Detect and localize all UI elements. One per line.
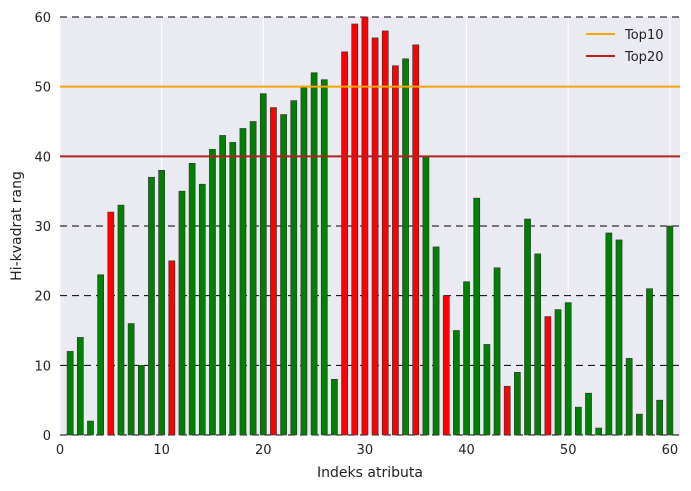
bar-6 bbox=[117, 204, 125, 436]
bar-36 bbox=[422, 156, 430, 436]
bar-55 bbox=[615, 239, 623, 436]
y-tick-label: 60 bbox=[34, 11, 51, 26]
bar-42 bbox=[483, 344, 491, 436]
bar-39 bbox=[453, 330, 460, 436]
bar-4 bbox=[97, 274, 105, 436]
bar-44 bbox=[503, 385, 511, 436]
reference-lines bbox=[60, 85, 680, 158]
y-tick-label: 50 bbox=[34, 81, 51, 96]
y-tick-label: 10 bbox=[34, 359, 51, 374]
bar-3 bbox=[87, 420, 94, 436]
bar-56 bbox=[625, 358, 633, 436]
legend: Top10 Top20 bbox=[586, 28, 663, 65]
bar-47 bbox=[534, 253, 542, 436]
bar-27 bbox=[331, 378, 338, 436]
bar-19 bbox=[249, 121, 257, 436]
bar-11 bbox=[168, 260, 176, 436]
bar-15 bbox=[209, 149, 216, 436]
bar-57 bbox=[635, 413, 643, 436]
bar-21 bbox=[270, 107, 277, 436]
bar-13 bbox=[188, 163, 196, 436]
bar-1 bbox=[66, 351, 74, 436]
bar-10 bbox=[158, 169, 165, 436]
y-tick-label: 0 bbox=[43, 429, 51, 444]
x-tick-labels: 0 10 20 30 40 50 60 bbox=[56, 443, 678, 458]
bar-51 bbox=[575, 406, 582, 436]
legend-label-top20: Top20 bbox=[624, 50, 663, 65]
bar-38 bbox=[442, 295, 450, 436]
bars bbox=[66, 16, 674, 436]
y-tick-label: 40 bbox=[34, 150, 51, 165]
bar-40 bbox=[463, 281, 470, 436]
bar-50 bbox=[564, 302, 572, 436]
bar-37 bbox=[432, 246, 440, 436]
bar-41 bbox=[473, 197, 481, 436]
bar-29 bbox=[351, 23, 359, 436]
bar-31 bbox=[371, 37, 379, 436]
x-tick-label: 50 bbox=[560, 443, 577, 458]
y-tick-label: 20 bbox=[34, 290, 51, 305]
bar-32 bbox=[381, 30, 389, 436]
bar-2 bbox=[76, 337, 84, 436]
bar-34 bbox=[402, 58, 409, 436]
bar-24 bbox=[300, 86, 308, 436]
bar-59 bbox=[656, 399, 664, 436]
bar-23 bbox=[290, 100, 298, 436]
bar-48 bbox=[544, 316, 552, 436]
x-tick-label: 30 bbox=[357, 443, 374, 458]
bar-25 bbox=[310, 72, 318, 436]
bar-52 bbox=[585, 392, 592, 436]
bar-5 bbox=[107, 211, 115, 436]
bar-60 bbox=[666, 225, 674, 436]
bar-26 bbox=[320, 79, 328, 436]
bar-49 bbox=[554, 309, 562, 436]
bar-30 bbox=[361, 16, 369, 436]
bar-12 bbox=[178, 190, 186, 436]
bar-20 bbox=[259, 93, 267, 436]
bar-46 bbox=[524, 218, 531, 436]
legend-label-top10: Top10 bbox=[624, 28, 663, 43]
x-tick-label: 60 bbox=[662, 443, 679, 458]
x-tick-label: 20 bbox=[255, 443, 272, 458]
x-tick-label: 10 bbox=[153, 443, 170, 458]
bar-58 bbox=[646, 288, 653, 436]
y-tick-labels: 0 10 20 30 40 50 60 bbox=[34, 11, 51, 444]
y-axis-label: Hi-kvadrat rang bbox=[9, 171, 25, 281]
bar-28 bbox=[341, 51, 348, 436]
bar-45 bbox=[514, 371, 521, 436]
bar-33 bbox=[392, 65, 399, 436]
bar-17 bbox=[229, 142, 237, 436]
bar-22 bbox=[280, 114, 287, 436]
bar-43 bbox=[493, 267, 501, 436]
bar-9 bbox=[148, 176, 155, 436]
x-tick-label: 40 bbox=[458, 443, 475, 458]
x-tick-label: 0 bbox=[56, 443, 64, 458]
bar-8 bbox=[137, 365, 145, 436]
y-tick-label: 30 bbox=[34, 220, 51, 235]
bar-53 bbox=[595, 427, 603, 436]
bar-7 bbox=[127, 323, 135, 436]
bar-16 bbox=[219, 135, 226, 436]
x-axis-label: Indeks atributa bbox=[317, 465, 423, 481]
bar-18 bbox=[239, 128, 247, 436]
bar-54 bbox=[605, 232, 613, 436]
bar-35 bbox=[412, 44, 420, 436]
bar-14 bbox=[198, 183, 206, 436]
